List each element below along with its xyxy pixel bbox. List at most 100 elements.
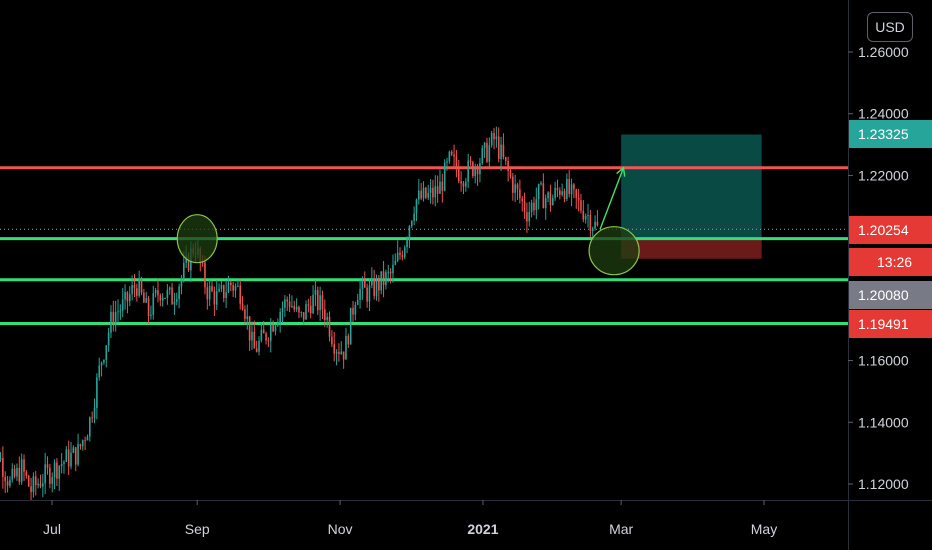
candle-body: [208, 286, 211, 300]
candle-body: [34, 476, 37, 486]
annotations[interactable]: [176, 166, 640, 276]
candle-body: [258, 340, 260, 352]
candle-body: [23, 459, 25, 472]
candle: [533, 196, 535, 216]
candle: [9, 476, 11, 488]
candle-body: [244, 309, 246, 319]
candle: [126, 291, 129, 314]
candle: [91, 411, 93, 423]
candle: [530, 199, 533, 218]
candle-body: [335, 352, 338, 354]
candle-body: [519, 189, 521, 199]
candle: [528, 201, 531, 227]
currency-button[interactable]: USD: [867, 12, 913, 42]
candle-body: [248, 316, 251, 341]
candle-body: [356, 299, 359, 305]
candle: [427, 184, 430, 201]
candle-body: [302, 312, 305, 320]
candle-body: [448, 151, 451, 162]
candle-body: [387, 271, 390, 273]
candle-body: [316, 290, 319, 311]
candle: [500, 136, 502, 171]
time-tick-label: Jul: [43, 521, 61, 537]
candle-body: [528, 211, 531, 222]
candle: [347, 333, 350, 349]
candle: [582, 200, 585, 223]
candle: [34, 470, 37, 496]
price-tick-label: 1.14000: [858, 414, 909, 430]
candle: [56, 458, 58, 486]
candle-body: [65, 449, 68, 462]
candle-body: [497, 136, 500, 160]
candle: [180, 275, 183, 295]
candle: [147, 295, 150, 324]
position-tool[interactable]: [621, 134, 762, 259]
candle: [121, 288, 124, 318]
candle: [171, 282, 173, 305]
candle: [89, 416, 91, 442]
candle: [39, 474, 42, 489]
candle: [448, 150, 451, 164]
candle-body: [140, 278, 143, 293]
candle-body: [91, 417, 93, 419]
candle: [502, 133, 505, 160]
candle-body: [570, 184, 573, 195]
candle: [570, 178, 573, 207]
candle: [114, 300, 117, 332]
candle: [453, 144, 455, 167]
candle: [594, 215, 596, 231]
candle-body: [74, 447, 77, 465]
candle-body: [53, 462, 56, 478]
candle: [77, 433, 79, 467]
candle: [436, 175, 439, 203]
time-tick-label: Mar: [609, 521, 633, 537]
candle-body: [413, 213, 415, 221]
candle: [378, 274, 380, 302]
candle-body: [406, 239, 408, 248]
candle-body: [39, 483, 42, 487]
candle: [74, 447, 77, 472]
candle: [441, 173, 444, 203]
candle-body: [333, 344, 336, 354]
candle-body: [37, 483, 39, 486]
candle-body: [530, 202, 533, 212]
candle-body: [255, 348, 258, 352]
candle-body: [540, 183, 542, 185]
candle: [269, 318, 272, 353]
candle: [324, 299, 326, 327]
candle: [580, 193, 582, 214]
price-tag-bg: [849, 281, 932, 309]
candle: [493, 127, 495, 150]
candle: [457, 159, 460, 184]
price-tags: 1.23325 1.20254 13:26 1.20080 1.19491: [849, 120, 932, 338]
candle: [150, 305, 152, 320]
candle-body: [103, 360, 105, 363]
candle: [63, 460, 65, 474]
candle: [481, 145, 484, 165]
candle: [6, 476, 9, 493]
candle-body: [596, 221, 599, 226]
candle-body: [67, 449, 70, 467]
candle-body: [279, 312, 281, 323]
candle: [305, 300, 307, 320]
price-tick-label: 1.16000: [858, 353, 909, 369]
candle: [262, 321, 265, 334]
candle: [563, 188, 566, 203]
candle-body: [166, 289, 169, 298]
candle: [396, 240, 399, 263]
candle: [107, 328, 110, 352]
candle-body: [389, 271, 392, 274]
candle-body: [298, 306, 300, 313]
candle-body: [262, 329, 265, 334]
price-tag-bg: [849, 216, 932, 244]
candle-body: [27, 475, 30, 487]
candle: [535, 187, 538, 220]
candle: [488, 137, 491, 168]
candle: [328, 311, 331, 342]
candle: [284, 295, 286, 317]
candle: [86, 434, 89, 441]
up-arrow-head: [616, 166, 626, 177]
candle-body: [206, 287, 209, 300]
candle: [375, 274, 378, 301]
